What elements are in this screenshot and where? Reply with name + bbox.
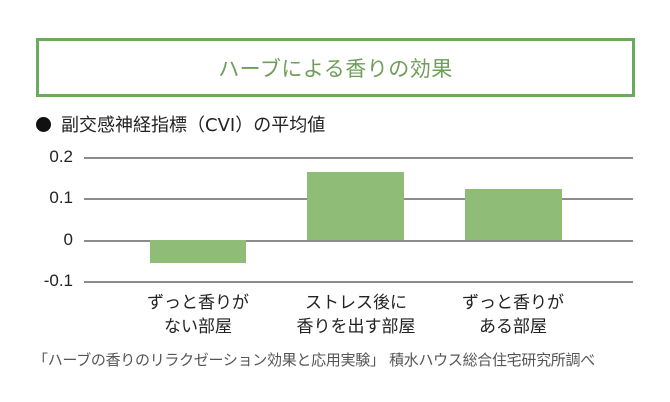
gridline-zero bbox=[84, 240, 633, 242]
y-tick-label: 0.2 bbox=[49, 147, 73, 166]
x-label-always-scent: ずっと香りが ある部屋 bbox=[462, 293, 564, 337]
bar-scent-after-stress bbox=[307, 171, 404, 240]
bar-no-scent bbox=[150, 240, 246, 263]
bullet-icon bbox=[36, 116, 51, 132]
chart-subtitle: 副交感神経指標（CVI）の平均値 bbox=[36, 111, 325, 137]
x-label-scent-after-stress: ストレス後に 香りを出す部屋 bbox=[296, 293, 416, 337]
y-tick-label: 0 bbox=[63, 230, 73, 249]
y-tick-label: -0.1 bbox=[43, 271, 73, 290]
source-note: 「ハーブの香りのリラクゼーション効果と応用実験」 積水ハウス総合住宅研究所調べ bbox=[33, 351, 595, 369]
gridline bbox=[84, 281, 633, 283]
gridline bbox=[84, 157, 633, 159]
chart-title: ハーブによる香りの効果 bbox=[218, 56, 453, 81]
x-label-no-scent: ずっと香りが ない部屋 bbox=[147, 293, 249, 337]
title-box: ハーブによる香りの効果 bbox=[36, 38, 635, 97]
subtitle-text: 副交感神経指標（CVI）の平均値 bbox=[61, 115, 326, 136]
bar-always-scent bbox=[465, 188, 562, 240]
y-tick-label: 0.1 bbox=[49, 188, 73, 207]
